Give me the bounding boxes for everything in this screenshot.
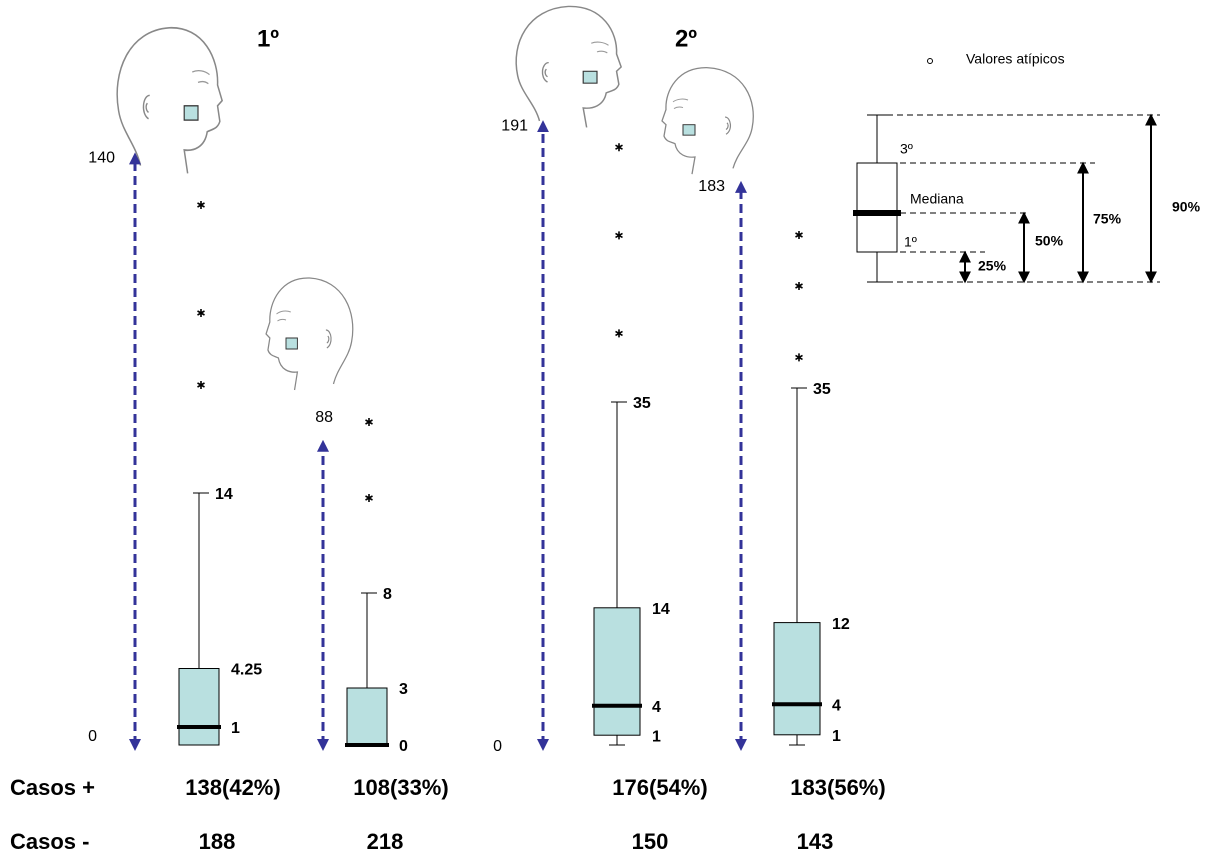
cell: 108(33%) — [353, 775, 448, 800]
value-label: 4 — [652, 699, 661, 716]
box — [774, 623, 820, 735]
value-label: 4.25 — [231, 662, 262, 679]
range-min-label: 0 — [88, 728, 97, 745]
range-min-label: 0 — [493, 738, 502, 755]
cell: 150 — [632, 829, 669, 854]
value-label: 3 — [399, 681, 408, 698]
legend-label: 90% — [1172, 199, 1201, 215]
row-label: Casos - — [10, 829, 89, 854]
legend-label: 3º — [900, 141, 913, 157]
value-label: 35 — [633, 395, 651, 412]
value-label: 1 — [231, 720, 240, 737]
cell: 188 — [199, 829, 236, 854]
panel-title: 2º — [675, 25, 697, 52]
value-label: 12 — [832, 616, 850, 633]
legend-label: 75% — [1093, 211, 1122, 227]
range-max-label: 183 — [698, 178, 725, 195]
legend-label: 25% — [978, 258, 1007, 274]
box — [594, 608, 640, 735]
box — [179, 669, 219, 746]
value-label: 1 — [652, 728, 661, 745]
legend-label: 50% — [1035, 233, 1064, 249]
cell: 183(56%) — [790, 775, 885, 800]
cell: 176(54%) — [612, 775, 707, 800]
value-label: 1 — [832, 728, 841, 745]
range-max-label: 191 — [501, 117, 528, 134]
chart: 1º 2º Valores atípicos 3º Mediana 1º 25%… — [0, 0, 1224, 858]
row-label: Casos + — [10, 775, 95, 800]
cell: 218 — [367, 829, 404, 854]
range-max-label: 88 — [315, 409, 333, 426]
value-label: 0 — [399, 738, 408, 755]
panel-title: 1º — [257, 25, 279, 52]
legend-label: Valores atípicos — [966, 51, 1065, 67]
box — [347, 688, 387, 745]
value-label: 14 — [652, 601, 670, 618]
legend-label: Mediana — [910, 191, 964, 207]
value-label: 14 — [215, 486, 233, 503]
range-max-label: 140 — [88, 150, 115, 167]
cell: 143 — [797, 829, 834, 854]
legend-label: 1º — [904, 234, 917, 250]
value-label: 4 — [832, 697, 841, 714]
value-label: 35 — [813, 381, 831, 398]
legend-box — [857, 163, 897, 252]
value-label: 8 — [383, 586, 392, 603]
cell: 138(42%) — [185, 775, 280, 800]
